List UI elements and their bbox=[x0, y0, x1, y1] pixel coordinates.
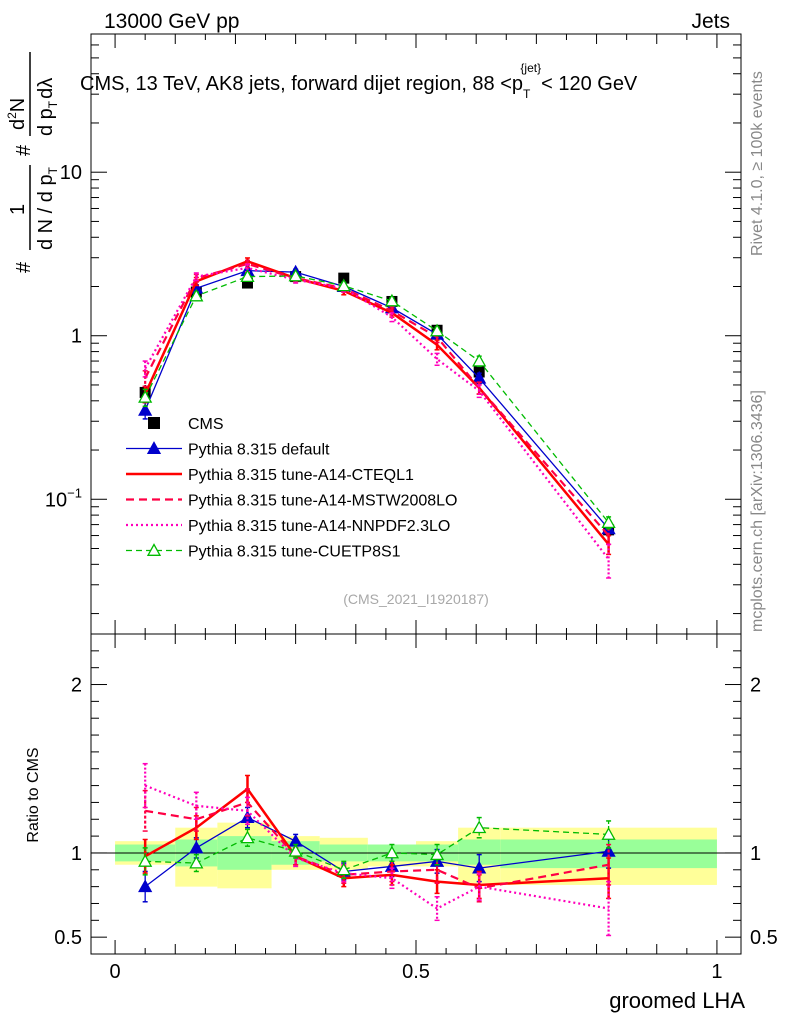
ratio-y-tick-label: 2 bbox=[71, 675, 82, 697]
analysis-watermark: (CMS_2021_I1920187) bbox=[343, 591, 489, 607]
ratio-pythia-8-315-default-point bbox=[189, 840, 204, 854]
ylabel-one: 1 bbox=[7, 204, 29, 215]
ratio-pythia-8-315-tune-cuetp8s1-point bbox=[189, 855, 204, 869]
category-label: Jets bbox=[691, 10, 730, 33]
ratio-y-tick-label-right: 2 bbox=[750, 675, 761, 697]
main-title: CMS, 13 TeV, AK8 jets, forward dijet reg… bbox=[80, 61, 638, 101]
main-axes: 10−1 1 10 bbox=[45, 33, 741, 634]
ratio-pythia-8-315-tune-cuetp8s1-point bbox=[472, 820, 487, 834]
legend-item-pythia-8-315-tune-a14-cteql1: Pythia 8.315 tune-A14-CTEQL1 bbox=[126, 467, 414, 484]
main-cms-point bbox=[338, 272, 350, 284]
ratio-pythia-8-315-default-point bbox=[138, 879, 153, 893]
ratio-pythia-8-315-tune-cuetp8s1-line bbox=[145, 827, 609, 871]
main-pythia-8-315-tune-cuetp8s1-point bbox=[601, 515, 616, 529]
main-y-tick-label: 1 bbox=[71, 326, 82, 348]
main-pythia-8-315-tune-cuetp8s1-point bbox=[240, 269, 255, 283]
ratio-series-layer bbox=[138, 762, 616, 937]
ratio-axes: 0.5 0.5 1 1 2 2 0 0.5 1 bbox=[54, 633, 778, 983]
main-series-pythia-8-315-tune-a14-cteql1 bbox=[142, 257, 612, 556]
legend-marker-pythia-8-315-default bbox=[146, 441, 162, 454]
title-part-1: CMS, 13 TeV, AK8 jets, forward dijet reg… bbox=[80, 73, 523, 95]
ylabel-d2: d2N bbox=[5, 98, 29, 130]
title-part-2: < 120 GeV bbox=[541, 73, 638, 95]
legend-label-pythia-8-315-default: Pythia 8.315 default bbox=[188, 442, 330, 459]
ratio-pythia-8-315-tune-a14-mstw2008lo-line bbox=[144, 801, 609, 890]
legend-label-cms: CMS bbox=[188, 416, 224, 433]
legend-marker-data bbox=[148, 417, 160, 429]
ratio-y-tick-label: 1 bbox=[71, 843, 82, 865]
legend-label-pythia-8-315-tune-a14-cteql1: Pythia 8.315 tune-A14-CTEQL1 bbox=[188, 467, 414, 484]
x-tick-label: 0 bbox=[110, 961, 121, 983]
ylabel-dpt: d pTdλ bbox=[35, 78, 60, 136]
main-pythia-8-315-tune-cuetp8s1-point bbox=[384, 293, 400, 307]
legend-item-pythia-8-315-tune-cuetp8s1: Pythia 8.315 tune-CUETP8S1 bbox=[126, 543, 401, 561]
x-tick-label: 0.5 bbox=[402, 961, 430, 983]
xaxis-label: groomed LHA bbox=[609, 988, 745, 1013]
ratio-pythia-8-315-tune-cuetp8s1-point bbox=[138, 854, 153, 867]
ylabel-dn: d N / d pT bbox=[35, 166, 60, 250]
ratio-y-tick-label: 0.5 bbox=[54, 927, 82, 949]
ratio-ylabel: Ratio to CMS bbox=[25, 747, 42, 842]
legend-item-cms: CMS bbox=[148, 416, 224, 433]
legend: CMS Pythia 8.315 default Pythia 8.315 tune… bbox=[126, 416, 457, 561]
ratio-pythia-8-315-tune-cuetp8s1-point bbox=[384, 845, 400, 859]
main-cms-point bbox=[241, 277, 253, 289]
main-pythia-8-315-tune-cuetp8s1-line bbox=[144, 275, 610, 524]
main-pythia-8-315-tune-a14-nnpdf2-3lo-line bbox=[144, 266, 610, 560]
legend-marker-pythia-8-315-tune-cuetp8s1 bbox=[146, 543, 162, 556]
legend-label-pythia-8-315-tune-a14-mstw2008lo: Pythia 8.315 tune-A14-MSTW2008LO bbox=[188, 493, 457, 510]
main-ylabel: # 1 d N / d pT # d2N d pTdλ bbox=[5, 52, 60, 273]
ratio-series-pythia-8-315-tune-cuetp8s1 bbox=[138, 816, 616, 879]
main-pythia-8-315-default-point bbox=[138, 402, 153, 416]
main-y-tick-label: 10−1 bbox=[45, 485, 82, 511]
ratio-y-tick-label-right: 0.5 bbox=[750, 927, 778, 949]
ratio-pythia-8-315-tune-cuetp8s1-point bbox=[601, 827, 616, 840]
legend-label-pythia-8-315-tune-a14-nnpdf2-3lo: Pythia 8.315 tune-A14-NNPDF2.3LO bbox=[188, 518, 450, 535]
x-tick-label: 1 bbox=[711, 961, 722, 983]
main-pythia-8-315-tune-cuetp8s1-point bbox=[472, 353, 487, 367]
ylabel-hash-1: # bbox=[13, 261, 35, 273]
ratio-pythia-8-315-tune-cuetp8s1-point bbox=[288, 843, 303, 857]
main-pythia-8-315-tune-cuetp8s1-point bbox=[429, 323, 445, 337]
ratio-y-tick-label-right: 1 bbox=[750, 843, 761, 865]
main-pythia-8-315-tune-cuetp8s1-point bbox=[336, 278, 351, 292]
main-y-tick-label: 10 bbox=[60, 162, 82, 184]
legend-item-pythia-8-315-tune-a14-nnpdf2-3lo: Pythia 8.315 tune-A14-NNPDF2.3LO bbox=[126, 518, 450, 535]
main-pythia-8-315-tune-cuetp8s1-point bbox=[288, 268, 303, 282]
energy-label: 13000 GeV pp bbox=[104, 10, 239, 33]
ylabel-hash-2: # bbox=[13, 144, 35, 156]
main-pythia-8-315-tune-cuetp8s1-point bbox=[138, 390, 153, 403]
ratio-pythia-8-315-default-point bbox=[240, 810, 255, 824]
main-series-pythia-8-315-tune-cuetp8s1 bbox=[138, 268, 616, 530]
title-sup-jet: {jet} bbox=[520, 61, 541, 75]
main-pythia-8-315-default-line bbox=[144, 270, 610, 530]
legend-item-pythia-8-315-tune-a14-mstw2008lo: Pythia 8.315 tune-A14-MSTW2008LO bbox=[126, 493, 457, 510]
ratio-pythia-8-315-tune-cuetp8s1-point bbox=[336, 862, 351, 876]
ratio-pythia-8-315-tune-cuetp8s1-point bbox=[240, 830, 255, 844]
rivet-label: Rivet 4.1.0, ≥ 100k events bbox=[749, 71, 766, 256]
mcplots-label: mcplots.cern.ch [arXiv:1306.3436] bbox=[749, 390, 766, 632]
title-sub-pt: T bbox=[523, 87, 531, 101]
main-pythia-8-315-tune-cuetp8s1-point bbox=[189, 288, 204, 302]
ratio-pythia-8-315-tune-cuetp8s1-point bbox=[429, 847, 445, 861]
legend-label-pythia-8-315-tune-cuetp8s1: Pythia 8.315 tune-CUETP8S1 bbox=[188, 544, 401, 561]
legend-item-pythia-8-315-default: Pythia 8.315 default bbox=[126, 441, 330, 459]
ratio-frame bbox=[90, 633, 742, 955]
main-series-layer bbox=[138, 257, 616, 579]
